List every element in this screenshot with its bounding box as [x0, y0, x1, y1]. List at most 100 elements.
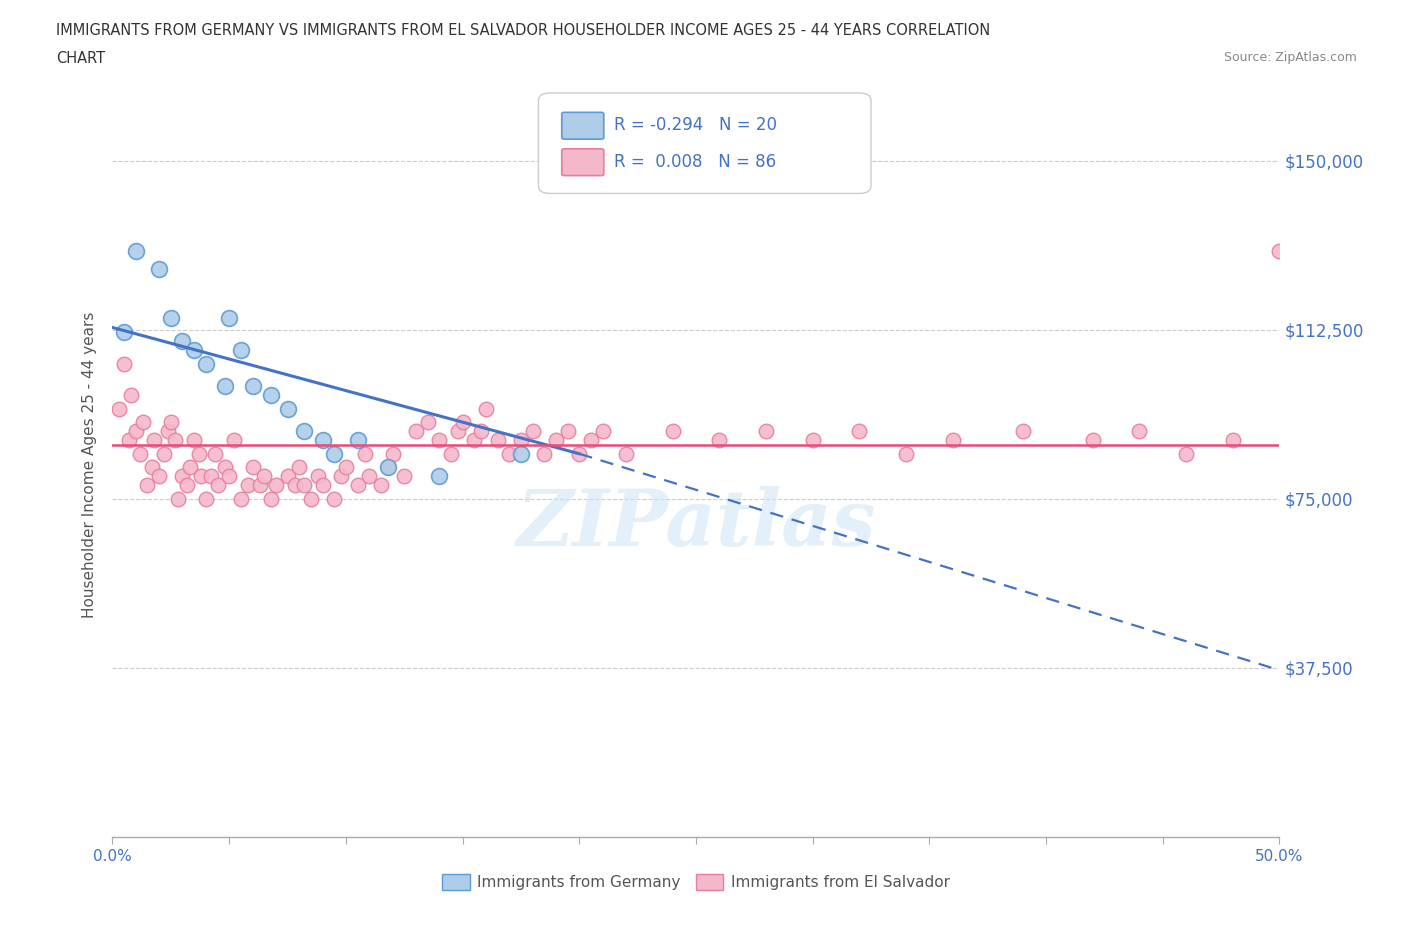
- Point: [207, 478, 229, 493]
- Point: [307, 469, 329, 484]
- Point: [848, 424, 870, 439]
- Point: [533, 446, 555, 461]
- Point: [260, 388, 283, 403]
- Point: [801, 432, 824, 447]
- Point: [381, 446, 404, 461]
- Point: [276, 469, 298, 484]
- Point: [614, 446, 637, 461]
- Point: [470, 424, 492, 439]
- Point: [222, 432, 245, 447]
- Text: Source: ZipAtlas.com: Source: ZipAtlas.com: [1223, 51, 1357, 64]
- Point: [283, 478, 305, 493]
- Point: [172, 334, 194, 349]
- Point: [194, 356, 217, 371]
- Point: [264, 478, 287, 493]
- Point: [187, 446, 209, 461]
- Point: [276, 401, 298, 416]
- Point: [165, 432, 187, 447]
- Point: [544, 432, 567, 447]
- Point: [1128, 424, 1150, 439]
- Point: [136, 478, 159, 493]
- Point: [661, 424, 683, 439]
- Point: [132, 415, 155, 430]
- Point: [942, 432, 965, 447]
- Point: [353, 446, 375, 461]
- Point: [153, 446, 176, 461]
- Point: [370, 478, 392, 493]
- Point: [405, 424, 427, 439]
- Point: [194, 491, 217, 506]
- Point: [236, 478, 259, 493]
- Point: [218, 311, 240, 325]
- Point: [108, 401, 131, 416]
- Point: [148, 469, 170, 484]
- Point: [214, 379, 236, 393]
- Point: [288, 459, 311, 474]
- Point: [183, 432, 205, 447]
- Text: CHART: CHART: [56, 51, 105, 66]
- FancyBboxPatch shape: [562, 149, 603, 176]
- Point: [112, 356, 135, 371]
- Point: [755, 424, 778, 439]
- Point: [183, 342, 205, 357]
- Point: [509, 446, 531, 461]
- Point: [1175, 446, 1198, 461]
- Y-axis label: Householder Income Ages 25 - 44 years: Householder Income Ages 25 - 44 years: [82, 312, 97, 618]
- Point: [451, 415, 474, 430]
- Legend: Immigrants from Germany, Immigrants from El Salvador: Immigrants from Germany, Immigrants from…: [436, 868, 956, 897]
- Point: [335, 459, 357, 474]
- Point: [568, 446, 591, 461]
- Point: [299, 491, 322, 506]
- Point: [160, 311, 183, 325]
- Point: [592, 424, 614, 439]
- Point: [249, 478, 271, 493]
- Point: [447, 424, 470, 439]
- Point: [172, 469, 194, 484]
- Point: [157, 424, 180, 439]
- Point: [204, 446, 226, 461]
- Point: [292, 478, 315, 493]
- Point: [1222, 432, 1244, 447]
- Text: IMMIGRANTS FROM GERMANY VS IMMIGRANTS FROM EL SALVADOR HOUSEHOLDER INCOME AGES 2: IMMIGRANTS FROM GERMANY VS IMMIGRANTS FR…: [56, 23, 990, 38]
- Point: [118, 432, 141, 447]
- Point: [160, 415, 183, 430]
- Text: R = -0.294   N = 20: R = -0.294 N = 20: [614, 116, 778, 134]
- Point: [377, 459, 399, 474]
- Point: [218, 469, 240, 484]
- Point: [253, 469, 276, 484]
- Point: [292, 424, 315, 439]
- Point: [141, 459, 163, 474]
- Text: ZIPatlas: ZIPatlas: [516, 486, 876, 563]
- Point: [311, 432, 333, 447]
- Point: [394, 469, 416, 484]
- Point: [427, 432, 450, 447]
- Point: [179, 459, 201, 474]
- Point: [143, 432, 166, 447]
- Point: [416, 415, 439, 430]
- FancyBboxPatch shape: [538, 93, 872, 193]
- Point: [323, 491, 346, 506]
- Point: [200, 469, 222, 484]
- Point: [166, 491, 188, 506]
- Point: [557, 424, 579, 439]
- Point: [229, 491, 252, 506]
- Point: [522, 424, 544, 439]
- Point: [1268, 244, 1291, 259]
- FancyBboxPatch shape: [562, 113, 603, 140]
- Point: [148, 261, 170, 276]
- Point: [475, 401, 498, 416]
- Point: [1081, 432, 1104, 447]
- Point: [427, 469, 450, 484]
- Point: [463, 432, 485, 447]
- Point: [323, 446, 346, 461]
- Point: [125, 244, 148, 259]
- Point: [229, 342, 252, 357]
- Point: [214, 459, 236, 474]
- Point: [1011, 424, 1033, 439]
- Point: [709, 432, 731, 447]
- Point: [176, 478, 198, 493]
- Point: [509, 432, 531, 447]
- Point: [260, 491, 283, 506]
- Point: [112, 325, 135, 339]
- Point: [311, 478, 333, 493]
